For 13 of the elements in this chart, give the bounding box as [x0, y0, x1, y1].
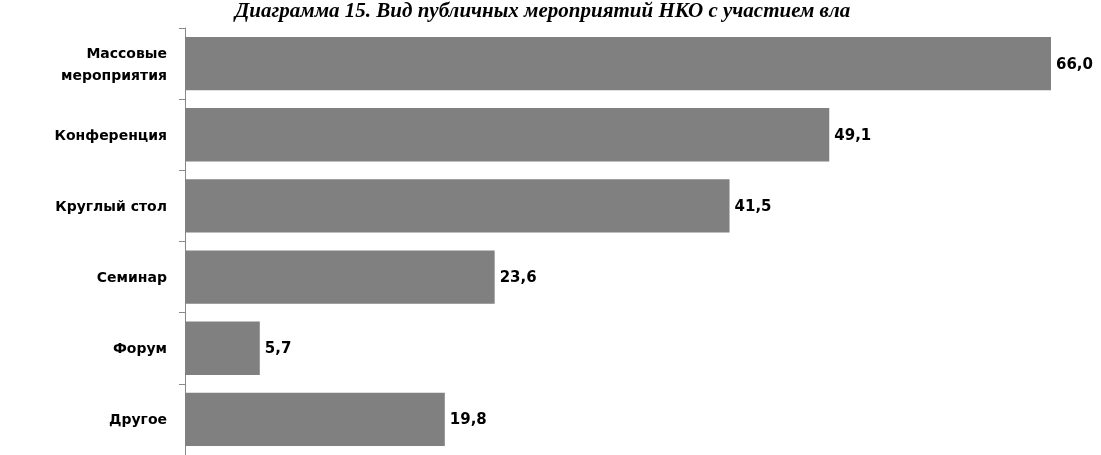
- y-tick-label: Семинар: [96, 269, 167, 286]
- data-label: 41,5: [734, 196, 772, 215]
- data-label: 66,0: [1056, 54, 1094, 73]
- y-tick-label: Другое: [108, 411, 167, 428]
- chart-title: Диаграмма 15. Вид публичных мероприятий НКО с участием вла: [233, 0, 851, 22]
- data-label: 19,8: [449, 410, 487, 429]
- y-tick-label: Круглый стол: [55, 197, 167, 214]
- data-label: 49,1: [834, 125, 872, 144]
- data-label: 23,6: [499, 268, 537, 287]
- data-label: 5,7: [264, 339, 292, 358]
- y-tick-label: Массовые мероприятия: [61, 44, 167, 83]
- y-tick-label: Форум: [112, 340, 167, 357]
- y-tick-label: Конференция: [54, 126, 167, 143]
